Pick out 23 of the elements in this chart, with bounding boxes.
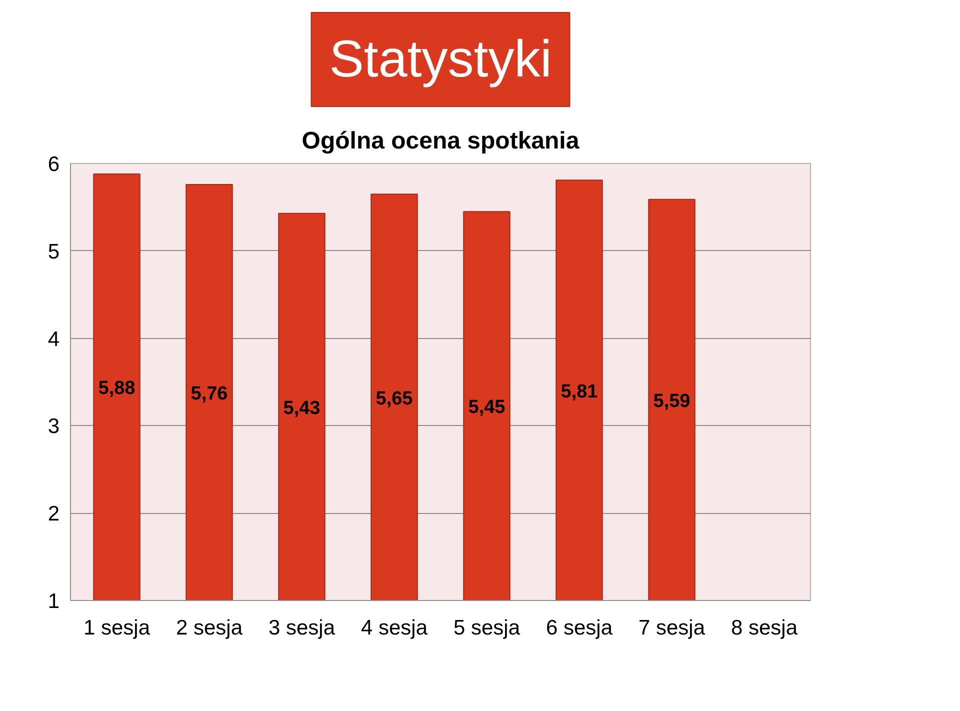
- y-tick-label: 1: [48, 590, 60, 613]
- data-label: 5,45: [468, 397, 506, 418]
- chart-title: Statystyki: [329, 30, 552, 88]
- chart-subtitle: Ogólna ocena spotkania: [302, 128, 580, 154]
- data-label: 5,43: [283, 398, 320, 419]
- y-tick-label: 4: [48, 328, 60, 351]
- y-tick-label: 3: [48, 415, 60, 438]
- y-tick-label: 5: [48, 240, 60, 264]
- x-tick-label: 5 sesja: [453, 616, 520, 640]
- x-tick-label: 7 sesja: [638, 616, 706, 640]
- x-tick-label: 6 sesja: [546, 616, 613, 640]
- x-tick-label: 3 sesja: [268, 616, 336, 640]
- data-label: 5,76: [190, 383, 228, 404]
- data-label: 5,59: [653, 390, 690, 412]
- data-label: 5,88: [98, 378, 136, 400]
- y-tick-label: 2: [48, 502, 60, 526]
- x-tick-label: 4 sesja: [360, 616, 428, 640]
- x-tick-label: 2 sesja: [176, 616, 243, 640]
- x-tick-label: 1 sesja: [83, 616, 150, 640]
- data-label: 5,81: [560, 381, 598, 402]
- data-label: 5,65: [376, 388, 414, 410]
- y-tick-label: 6: [48, 153, 60, 176]
- x-tick-label: 8 sesja: [730, 616, 798, 640]
